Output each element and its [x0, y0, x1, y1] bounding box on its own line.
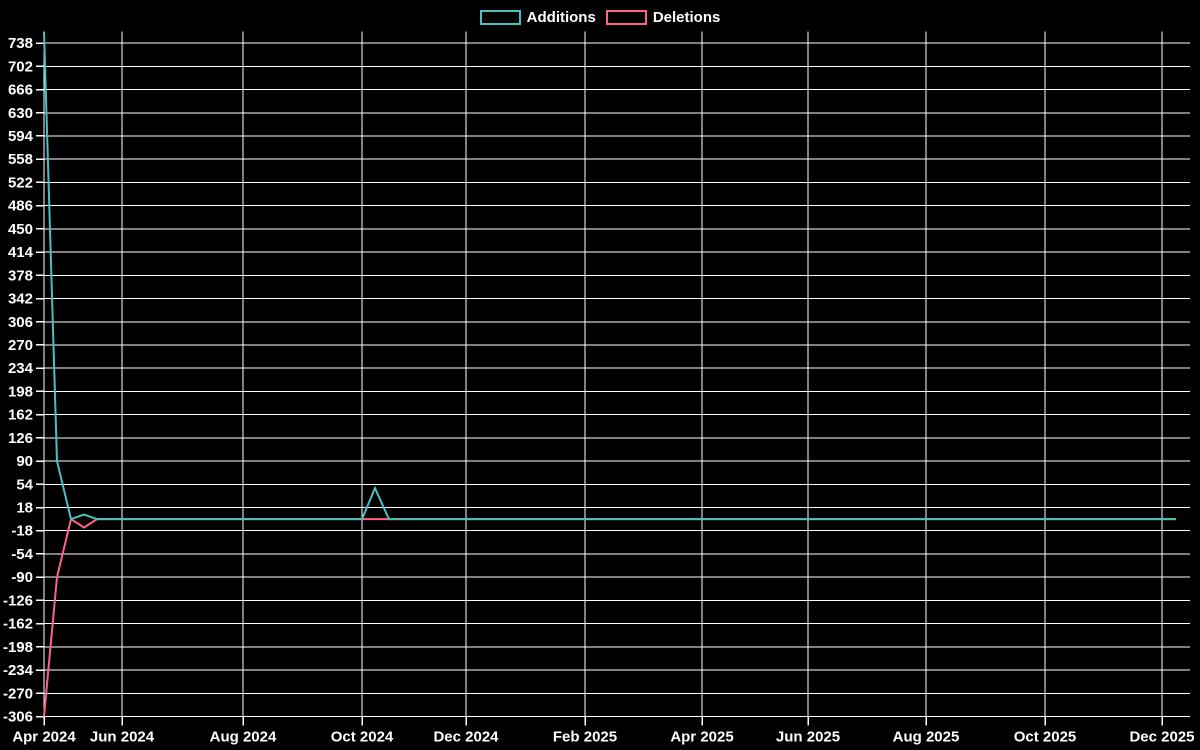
- y-tick-label: 162: [8, 407, 33, 424]
- y-tick-label: -270: [3, 685, 33, 702]
- x-tick-label: Jun 2025: [776, 729, 840, 746]
- x-axis: Apr 2024 Jun 2024 Aug 2024 Oct 2024 Dec 2024…: [12, 31, 1195, 746]
- series-line-additions: [43, 31, 1176, 521]
- y-tick-label: 594: [8, 128, 34, 145]
- legend-label-deletions: Deletions: [652, 9, 721, 26]
- legend-label-additions: Additions: [526, 9, 596, 26]
- additions-legend-swatch-icon: [479, 10, 521, 25]
- x-tick-label: Dec 2024: [433, 729, 499, 746]
- x-tick-label: Aug 2024: [210, 729, 277, 746]
- y-tick-label: 126: [8, 430, 33, 447]
- y-tick-label: 234: [8, 360, 34, 377]
- y-tick-label: 450: [8, 221, 33, 238]
- y-tick-label: 378: [8, 267, 33, 284]
- x-tick-label: Jun 2024: [90, 729, 155, 746]
- series-group: [43, 31, 1176, 717]
- x-tick-label: Feb 2025: [553, 729, 617, 746]
- y-tick-label: 90: [16, 453, 33, 470]
- y-tick-label: 702: [8, 58, 33, 75]
- legend-item-deletions[interactable]: Deletions: [605, 9, 721, 26]
- y-tick-label: 270: [8, 337, 33, 354]
- y-tick-label: -198: [3, 639, 33, 656]
- y-tick-label: -18: [11, 523, 33, 540]
- x-tick-label: Apr 2025: [670, 729, 733, 746]
- y-tick-label: 666: [8, 82, 33, 99]
- y-tick-label: 558: [8, 151, 33, 168]
- y-tick-label: 522: [8, 174, 33, 191]
- y-tick-label: -126: [3, 592, 33, 609]
- y-tick-label: 198: [8, 383, 33, 400]
- y-tick-label: 630: [8, 105, 33, 122]
- y-tick-label: -90: [11, 569, 33, 586]
- series-line-deletions: [43, 517, 1176, 717]
- x-tick-label: Oct 2024: [331, 729, 394, 746]
- y-tick-label: 54: [16, 476, 33, 493]
- y-tick-label: -234: [3, 662, 34, 679]
- y-tick-label: 342: [8, 291, 33, 308]
- y-tick-label: 306: [8, 314, 33, 331]
- y-tick-label: -306: [3, 709, 33, 726]
- x-tick-label: Oct 2025: [1014, 729, 1077, 746]
- x-tick-label: Dec 2025: [1129, 729, 1194, 746]
- deletions-legend-swatch-icon: [605, 10, 647, 25]
- y-axis: 738 702 666 630 594 558 522 486 450 414 378 342 306 2…: [3, 35, 1190, 726]
- y-tick-label: 414: [8, 244, 34, 261]
- y-tick-label: 18: [16, 500, 33, 517]
- y-tick-label: -54: [11, 546, 33, 563]
- x-tick-label: Apr 2024: [12, 729, 76, 746]
- x-tick-label: Aug 2025: [893, 729, 960, 746]
- y-tick-label: -162: [3, 616, 33, 633]
- chart-legend: Additions Deletions: [0, 10, 1200, 25]
- legend-item-additions[interactable]: Additions: [479, 9, 596, 26]
- y-tick-label: 486: [8, 198, 33, 215]
- y-tick-label: 738: [8, 35, 33, 52]
